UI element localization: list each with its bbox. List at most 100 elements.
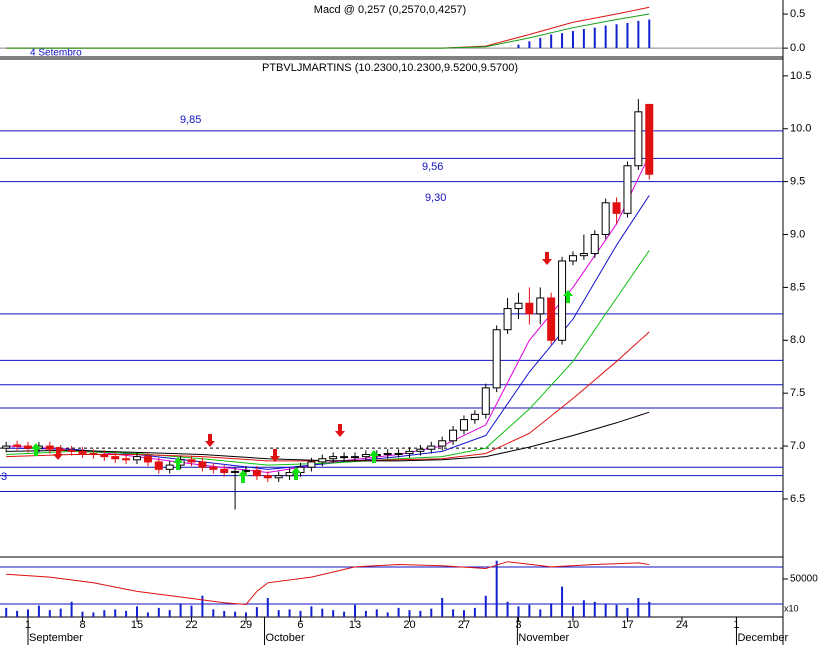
candle-body xyxy=(470,413,479,421)
x-tick-label: 13 xyxy=(349,619,361,631)
candle-body xyxy=(427,445,436,450)
x-tick-label: 3 xyxy=(515,619,521,631)
candle-body xyxy=(100,454,109,458)
candle-body xyxy=(438,440,447,447)
candle-body xyxy=(634,111,643,167)
month-label: September xyxy=(29,632,83,644)
candle-body xyxy=(2,445,11,449)
candle-body xyxy=(133,456,142,461)
signal-arrow xyxy=(369,450,379,463)
candle-body xyxy=(503,308,512,331)
candle-body xyxy=(274,475,283,479)
candle-body xyxy=(318,458,327,463)
y-tick-label: 7.0 xyxy=(790,440,805,452)
y-tick-label: 8.0 xyxy=(790,334,805,346)
candle-body xyxy=(24,445,33,449)
candle-body xyxy=(209,466,218,470)
signal-arrow xyxy=(270,449,280,462)
signal-arrow xyxy=(205,434,215,447)
x-tick-label: 22 xyxy=(185,619,197,631)
candle-body xyxy=(405,450,414,454)
level-label: 9,85 xyxy=(180,114,201,126)
candle-body xyxy=(459,419,468,431)
signal-arrow xyxy=(173,457,183,470)
candle-body xyxy=(198,461,207,468)
candle-body xyxy=(645,103,654,175)
candle-body xyxy=(285,472,294,477)
y-tick-label: 6.5 xyxy=(790,493,805,505)
y-tick-label: 9.0 xyxy=(790,228,805,240)
signal-arrow xyxy=(53,447,63,460)
candle-body xyxy=(579,253,588,257)
candle-body xyxy=(350,456,359,459)
signal-arrow xyxy=(542,252,552,265)
top-line xyxy=(6,13,650,49)
candle-body xyxy=(590,234,599,255)
candle-body xyxy=(329,456,338,460)
candle-body xyxy=(536,297,545,315)
top-label: 4 Setembro xyxy=(30,48,82,59)
candle-body xyxy=(514,302,523,310)
y-tick-label: 0.0 xyxy=(790,42,805,54)
candle-body xyxy=(558,260,567,341)
candle-body xyxy=(154,461,163,470)
candle-body xyxy=(623,165,632,214)
candle-body xyxy=(13,444,22,447)
candle-body xyxy=(383,452,392,456)
x-tick-label: 29 xyxy=(240,619,252,631)
candle-body xyxy=(263,475,272,479)
candle-body xyxy=(187,459,196,463)
level-label: 3 xyxy=(1,471,7,483)
signal-arrow xyxy=(335,424,345,437)
month-label: October xyxy=(266,632,305,644)
candle-body xyxy=(307,461,316,468)
candle-body xyxy=(165,464,174,470)
candle-body xyxy=(143,456,152,463)
candle-body xyxy=(122,458,131,461)
candle-body xyxy=(394,452,403,455)
y-tick-label: 7.5 xyxy=(790,387,805,399)
chart-title: PTBVLJMARTINS (10.2300,10.2300,9.5200,9.… xyxy=(262,62,518,74)
candle-body xyxy=(220,468,229,474)
x-tick-label: 6 xyxy=(297,619,303,631)
month-label: November xyxy=(518,632,569,644)
x-tick-label: 20 xyxy=(403,619,415,631)
candle-body xyxy=(89,452,98,456)
x-tick-label: 24 xyxy=(676,619,688,631)
candle-body xyxy=(78,450,87,454)
candle-body xyxy=(568,255,577,262)
candle-body xyxy=(45,445,54,450)
bottom-unit: x10 xyxy=(784,603,799,613)
signal-arrow xyxy=(291,467,301,480)
candle-body xyxy=(252,469,261,477)
signal-arrow xyxy=(238,470,248,483)
signal-arrow xyxy=(31,443,41,456)
signal-arrow xyxy=(563,290,573,303)
x-tick-label: 15 xyxy=(131,619,143,631)
candle-body xyxy=(449,429,458,442)
y-tick-label: 9.5 xyxy=(790,176,805,188)
y-tick-label: 10.0 xyxy=(790,123,811,135)
level-label: 9,30 xyxy=(425,192,446,204)
x-tick-label: 10 xyxy=(567,619,579,631)
candle-body xyxy=(416,448,425,452)
x-tick-label: 8 xyxy=(79,619,85,631)
candle-body xyxy=(340,456,349,459)
candle-body xyxy=(111,456,120,460)
y-tick-label: 8.5 xyxy=(790,281,805,293)
x-tick-label: 27 xyxy=(458,619,470,631)
candle-body xyxy=(547,297,556,341)
y-tick-label: 50000 xyxy=(790,574,818,585)
candle-body xyxy=(492,329,501,389)
x-tick-label: 17 xyxy=(621,619,633,631)
candle-body xyxy=(481,387,490,415)
candle-body xyxy=(361,454,370,458)
top-title: Macd @ 0,257 (0,2570,0,4257) xyxy=(314,4,466,16)
y-tick-label: 0.5 xyxy=(790,8,805,20)
y-tick-label: 10.5 xyxy=(790,70,811,82)
level-label: 9,56 xyxy=(422,161,443,173)
candle-body xyxy=(612,202,621,214)
month-label: December xyxy=(737,632,788,644)
